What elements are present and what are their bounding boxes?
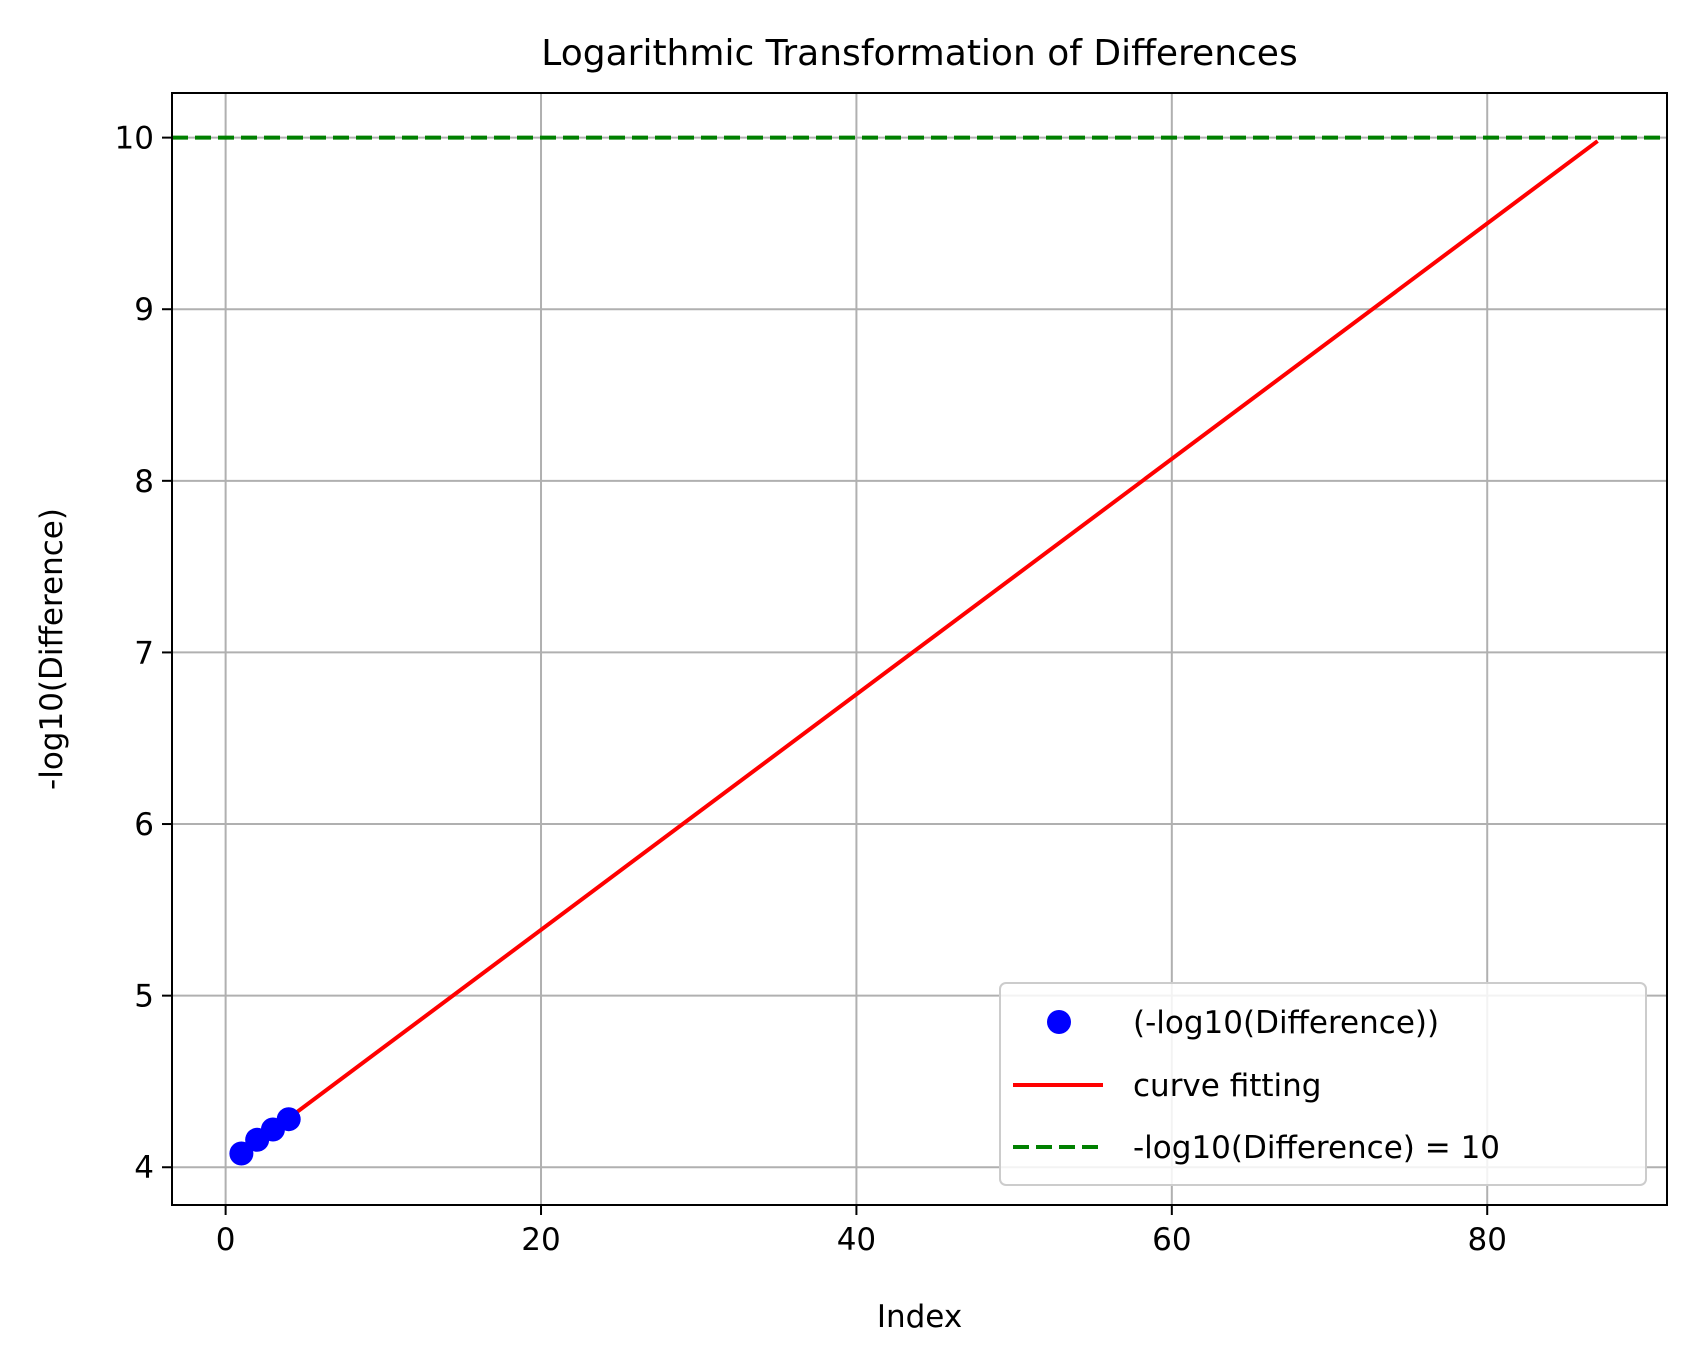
ticks: 0 20 40 60 80 4 5 6 7 8 9 10	[115, 121, 1507, 1258]
y-tick-label: 9	[134, 292, 154, 328]
x-tick-label: 0	[216, 1222, 236, 1258]
y-tick-label: 8	[134, 464, 154, 500]
x-tick-label: 80	[1467, 1222, 1506, 1258]
legend-marker-scatter	[1047, 1010, 1071, 1034]
plot-area	[172, 135, 1667, 1166]
legend-label: (-log10(Difference))	[1133, 1005, 1439, 1041]
axes-frame	[171, 92, 1668, 1206]
y-axis-label: -log10(Difference)	[34, 508, 70, 790]
legend-frame	[999, 982, 1647, 1186]
y-tick-label: 6	[134, 807, 154, 843]
x-tick-label: 20	[521, 1222, 560, 1258]
chart-title: Logarithmic Transformation of Difference…	[541, 33, 1297, 74]
y-tick-label: 7	[134, 635, 154, 671]
x-axis-label: Index	[877, 1299, 962, 1335]
y-tick-label: 5	[134, 979, 154, 1015]
y-tick-label: 4	[134, 1150, 154, 1186]
x-tick-label: 60	[1152, 1222, 1191, 1258]
legend: (-log10(Difference)) curve fitting -log10(…	[999, 982, 1647, 1186]
fit-line	[240, 139, 1599, 1156]
legend-label: curve fitting	[1133, 1068, 1321, 1104]
y-tick-label: 10	[115, 121, 154, 157]
grid	[172, 93, 1667, 1205]
legend-label: -log10(Difference) = 10	[1133, 1130, 1500, 1166]
scatter-point	[276, 1107, 301, 1132]
scatter-point	[229, 1141, 254, 1166]
x-tick-label: 40	[837, 1222, 876, 1258]
